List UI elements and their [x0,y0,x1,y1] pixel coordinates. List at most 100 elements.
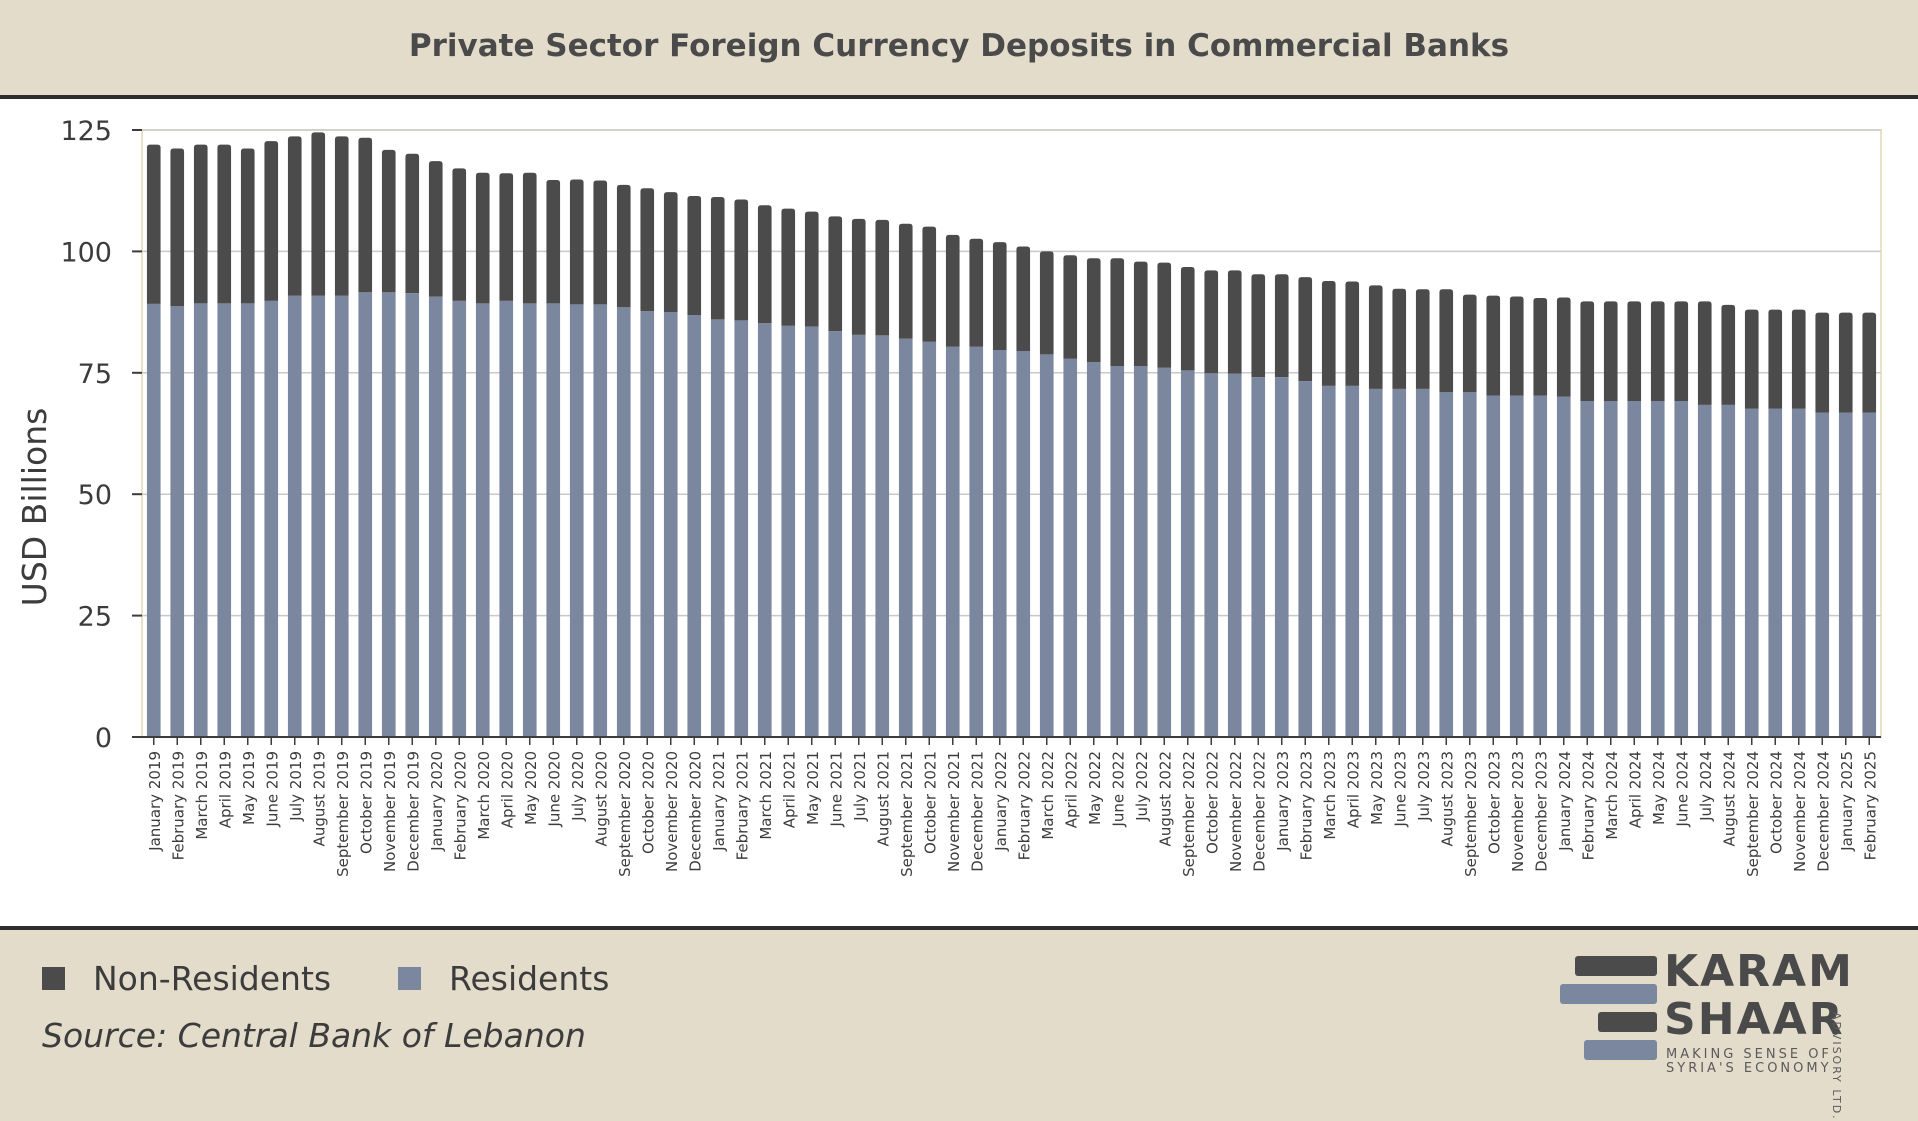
bar-stack [781,208,796,737]
bar-stack [1744,309,1759,737]
x-tick-label: June 2024 [1673,751,1691,828]
x-tick-label: March 2022 [1039,751,1057,840]
bar-non-residents [1439,289,1454,393]
grid-lines [141,129,1882,738]
bar-residents [1462,392,1477,737]
bar-non-residents [851,218,866,335]
bar-stack [522,172,537,737]
x-tick-label: September 2020 [616,751,634,877]
bar-residents [804,326,819,737]
y-tick-label: 75 [78,359,112,390]
bar-residents [428,296,443,737]
x-tick-label: October 2022 [1203,751,1221,854]
bar-residents [1086,362,1101,737]
bar-stack [193,144,208,737]
bar-non-residents [1862,312,1877,413]
bar-stack [710,197,725,737]
stacked-bar-chart: 0 25 50 75 100 125 January 2019 February 2019 Ma… [15,116,1882,877]
bar-stack [1603,301,1618,737]
bar-stack [851,218,866,737]
bar-non-residents [264,141,279,301]
bar-residents [1157,367,1172,737]
bar-stack [828,216,843,737]
x-tick-label: November 2023 [1509,751,1527,872]
bar-residents [1368,388,1383,737]
bar-non-residents [452,168,467,301]
bar-stack [146,144,161,737]
x-tick-label: June 2020 [545,751,563,828]
bar-non-residents [969,238,984,347]
bar-residents [1556,396,1571,737]
bar-residents [1815,412,1830,737]
bar-residents [1744,408,1759,737]
x-tick-label: February 2022 [1015,751,1033,860]
x-tick-label: April 2022 [1062,751,1080,828]
legend-item-residents: Residents [398,959,609,998]
logo-tagline-1: MAKING SENSE OF [1666,1047,1832,1062]
bar-non-residents [146,144,161,304]
x-tick-label: May 2024 [1650,751,1668,825]
x-tick-label: February 2024 [1579,751,1597,860]
bar-residents [499,300,514,737]
bar-stack [569,179,584,737]
y-tick-label: 50 [78,480,112,511]
y-tick-label: 100 [60,237,112,268]
x-tick-label: March 2019 [193,751,211,840]
bar-stack [1415,289,1430,737]
bar-stack [499,173,514,737]
x-tick-label: October 2024 [1767,751,1785,854]
bar-residents [1791,408,1806,737]
bar-residents [1063,358,1078,737]
x-tick-label: November 2019 [381,751,399,872]
source-note: Source: Central Bank of Lebanon [42,1016,586,1055]
x-tick-label: August 2020 [592,751,610,846]
bar-residents [1650,400,1665,737]
x-tick-label: November 2024 [1791,751,1809,872]
bar-stack [734,199,749,737]
x-tick-label: March 2024 [1603,751,1621,840]
x-tick-label: December 2022 [1250,751,1268,872]
bar-stack [1509,296,1524,737]
x-tick-label: June 2019 [263,751,281,828]
bar-residents [1345,385,1360,737]
bar-residents [1674,400,1689,737]
x-tick-label: January 2019 [146,751,164,852]
x-tick-label: July 2021 [851,751,869,822]
x-tick-label: September 2019 [334,751,352,877]
bar-non-residents [1556,297,1571,397]
chart-area: 0 25 50 75 100 125 January 2019 February 2019 Ma… [0,99,1918,926]
x-tick-label: July 2023 [1415,751,1433,822]
x-tick-label: October 2021 [921,751,939,854]
bar-stack [992,242,1007,737]
logo-bar-1 [1575,956,1657,976]
x-tick-label: February 2020 [451,751,469,860]
bar-non-residents [781,208,796,326]
bar-residents [1133,366,1148,737]
bar-stack [287,136,302,737]
bar-non-residents [640,188,655,312]
bar-non-residents [1157,262,1172,368]
bar-stack [1039,251,1054,737]
bar-non-residents [522,172,537,304]
bar-stack [170,148,185,737]
bar-non-residents [358,137,373,293]
bar-non-residents [428,161,443,297]
bar-non-residents [616,184,631,308]
bar-stack [1838,312,1853,737]
x-tick-label: February 2021 [733,751,751,860]
x-tick-label: January 2025 [1838,751,1856,852]
bar-non-residents [945,234,960,347]
bar-residents [1039,354,1054,737]
bar-non-residents [1509,296,1524,396]
bar-stack [1392,288,1407,737]
bar-non-residents [1697,301,1712,405]
bar-stack [640,188,655,737]
legend-swatch-non-residents [42,966,65,990]
bar-stack [475,172,490,737]
x-tick-label: December 2021 [968,751,986,872]
bar-residents [781,325,796,737]
bar-non-residents [1486,295,1501,396]
bar-non-residents [663,192,678,313]
x-tick-label: March 2021 [757,751,775,840]
bar-non-residents [1838,312,1853,413]
